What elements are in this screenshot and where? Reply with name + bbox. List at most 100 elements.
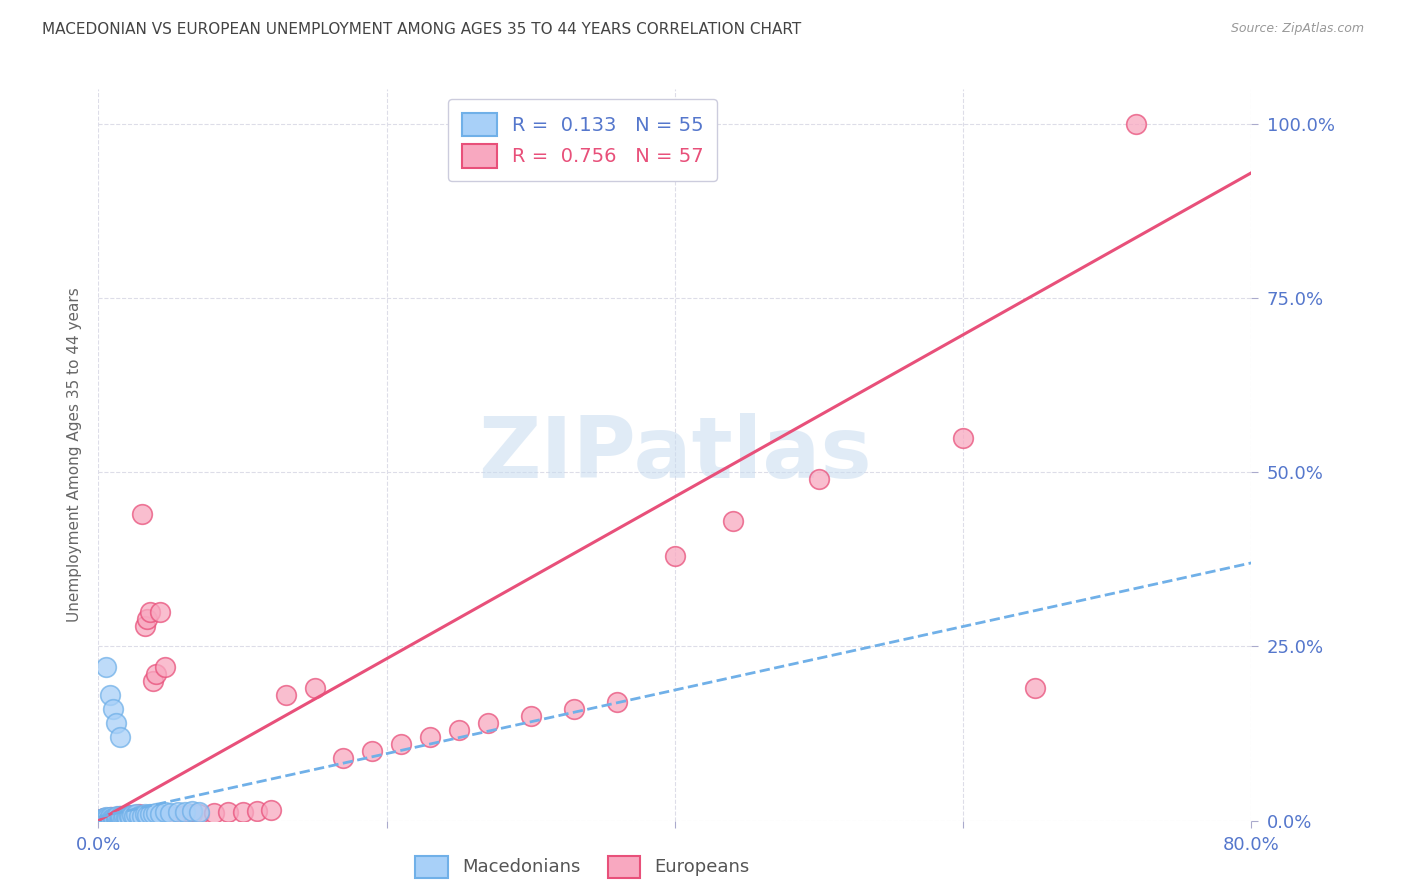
Point [111, 809, 134, 823]
Point [174, 808, 197, 822]
Point [606, 695, 628, 709]
Point [93, 811, 115, 825]
Point [120, 810, 142, 824]
Point [93, 812, 115, 826]
Text: Source: ZipAtlas.com: Source: ZipAtlas.com [1230, 22, 1364, 36]
Point [89, 813, 111, 827]
Point [419, 730, 441, 744]
Point [149, 605, 172, 619]
Point [101, 811, 124, 825]
Point [97, 813, 120, 827]
Point [103, 812, 125, 826]
Point [139, 605, 162, 619]
Point [108, 809, 131, 823]
Point [94, 813, 117, 827]
Point [136, 612, 159, 626]
Point [361, 744, 384, 758]
Point [94, 812, 117, 826]
Point [110, 810, 132, 824]
Point [562, 702, 585, 716]
Point [104, 812, 127, 826]
Point [104, 810, 127, 824]
Text: ZIPatlas: ZIPatlas [478, 413, 872, 497]
Point [121, 808, 143, 822]
Point [260, 803, 283, 817]
Point [90, 812, 112, 826]
Point [202, 805, 225, 820]
Point [96, 811, 118, 825]
Point [96, 812, 118, 826]
Point [94, 810, 117, 824]
Point [477, 716, 499, 731]
Point [136, 808, 159, 822]
Point [217, 805, 239, 820]
Point [90, 812, 112, 826]
Legend: Macedonians, Europeans: Macedonians, Europeans [408, 848, 758, 885]
Point [111, 811, 134, 825]
Point [721, 514, 744, 528]
Point [139, 806, 162, 821]
Point [100, 810, 122, 824]
Point [97, 812, 120, 826]
Point [93, 811, 115, 825]
Y-axis label: Unemployment Among Ages 35 to 44 years: Unemployment Among Ages 35 to 44 years [66, 287, 82, 623]
Point [131, 507, 153, 521]
Point [142, 674, 165, 689]
Point [105, 811, 128, 825]
Point [97, 811, 120, 825]
Point [389, 737, 412, 751]
Point [112, 809, 135, 823]
Point [103, 812, 125, 826]
Point [110, 810, 132, 824]
Point [188, 805, 211, 819]
Point [145, 667, 167, 681]
Point [131, 809, 153, 823]
Point [104, 810, 127, 824]
Point [105, 809, 128, 823]
Point [134, 807, 156, 822]
Point [104, 716, 127, 731]
Point [142, 807, 165, 822]
Point [94, 660, 117, 674]
Point [149, 806, 172, 821]
Point [332, 751, 354, 765]
Point [181, 807, 204, 822]
Point [1125, 117, 1147, 131]
Point [101, 702, 124, 716]
Point [304, 681, 326, 696]
Point [108, 730, 131, 744]
Point [166, 809, 188, 823]
Point [181, 804, 204, 818]
Point [188, 806, 211, 821]
Point [91, 812, 114, 826]
Point [94, 812, 117, 826]
Point [89, 813, 111, 827]
Point [101, 811, 124, 825]
Point [145, 805, 167, 820]
Point [108, 809, 131, 823]
Point [114, 810, 136, 824]
Point [125, 807, 148, 822]
Point [91, 813, 114, 827]
Point [134, 618, 156, 632]
Point [117, 811, 138, 825]
Point [100, 812, 122, 826]
Point [664, 549, 686, 563]
Point [107, 811, 129, 825]
Point [166, 805, 188, 819]
Point [96, 812, 118, 826]
Point [98, 812, 121, 826]
Point [120, 809, 142, 823]
Point [91, 812, 114, 826]
Point [520, 709, 543, 723]
Point [117, 810, 138, 824]
Point [952, 430, 974, 444]
Point [128, 809, 150, 823]
Point [174, 805, 197, 820]
Point [98, 688, 121, 702]
Point [159, 809, 181, 823]
Point [112, 809, 135, 823]
Point [98, 810, 121, 824]
Point [118, 808, 141, 822]
Point [98, 812, 121, 826]
